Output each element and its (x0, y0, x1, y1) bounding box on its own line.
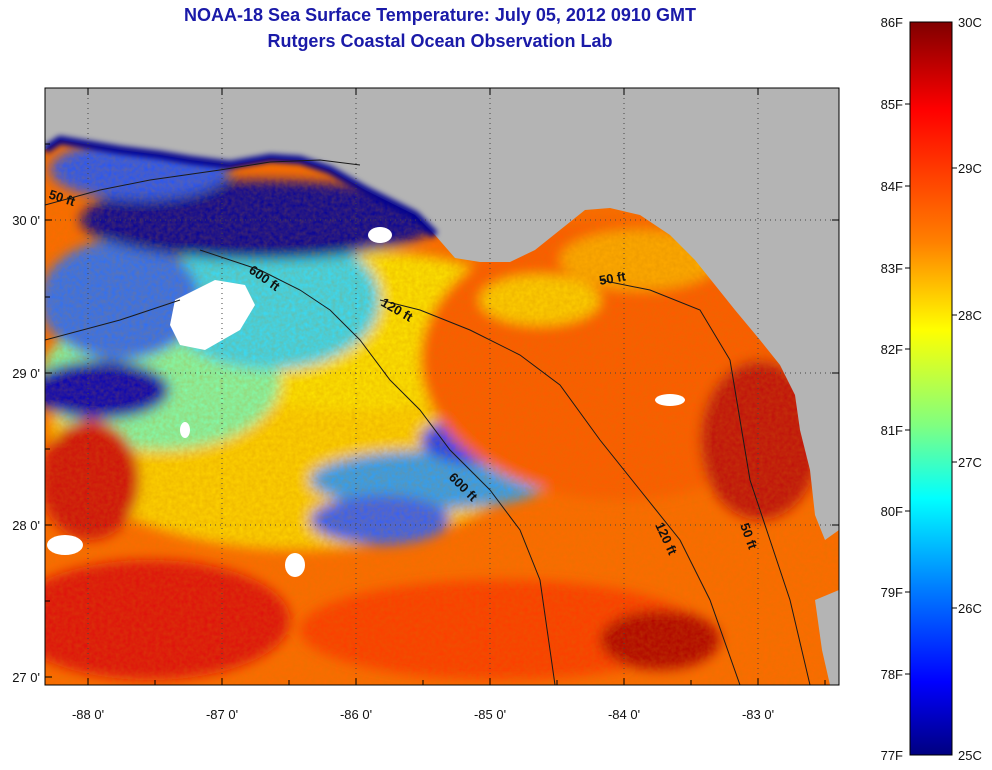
colorbar-c-label: 27C (958, 455, 982, 470)
map-title: NOAA-18 Sea Surface Temperature: July 05… (184, 5, 696, 25)
colorbar-c-label: 29C (958, 161, 982, 176)
colorbar (909, 21, 953, 756)
sst-imagery: 50 ft 600 ft 120 ft 50 ft 600 ft 120 ft … (45, 88, 839, 685)
bathymetry-contours (45, 159, 811, 685)
colorbar-f-label: 78F (881, 667, 903, 682)
colorbar-c-label: 30C (958, 15, 982, 30)
colorbar-f-label: 81F (881, 423, 903, 438)
lat-label: 30 0' (12, 213, 40, 228)
lat-label: 27 0' (12, 670, 40, 685)
colorbar-c-label: 25C (958, 748, 982, 763)
colorbar-c-label: 28C (958, 308, 982, 323)
land-area (45, 88, 839, 540)
colorbar-f-label: 84F (881, 179, 903, 194)
colorbar-c-label: 26C (958, 601, 982, 616)
lat-label: 29 0' (12, 366, 40, 381)
lon-label: -83 0' (742, 707, 774, 722)
colorbar-f-label: 85F (881, 97, 903, 112)
lon-label: -88 0' (72, 707, 104, 722)
colorbar-f-label: 80F (881, 504, 903, 519)
lon-label: -84 0' (608, 707, 640, 722)
contour-label: 50 ft (598, 268, 628, 288)
map-ticks (45, 88, 839, 685)
colorbar-f-label: 83F (881, 261, 903, 276)
colorbar-f-label: 77F (881, 748, 903, 763)
lon-label: -86 0' (340, 707, 372, 722)
lon-label: -87 0' (206, 707, 238, 722)
colorbar-f-label: 79F (881, 585, 903, 600)
map-frame (44, 87, 840, 686)
colorbar-f-label: 82F (881, 342, 903, 357)
map-subtitle: Rutgers Coastal Ocean Observation Lab (267, 31, 613, 51)
lat-label: 28 0' (12, 518, 40, 533)
no-data-patches (47, 227, 685, 577)
colorbar-f-label: 86F (881, 15, 903, 30)
lon-label: -85 0' (474, 707, 506, 722)
